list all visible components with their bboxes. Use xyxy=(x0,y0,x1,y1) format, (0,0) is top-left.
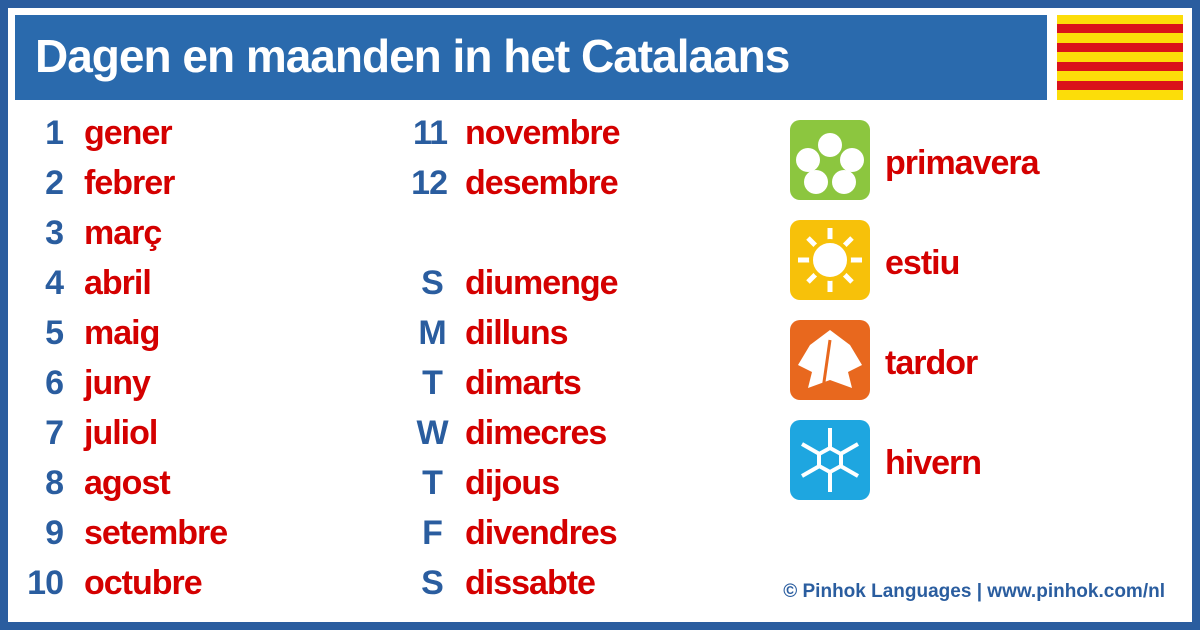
month-name: octubre xyxy=(84,564,202,602)
month-number: 11 xyxy=(413,114,447,152)
leaf xyxy=(798,330,862,388)
flower-center xyxy=(825,159,835,169)
day-letter: T xyxy=(422,364,443,402)
day-letter: W xyxy=(416,414,449,452)
snowflake-core xyxy=(817,445,843,475)
day-name: dimecres xyxy=(465,414,606,452)
month-number: 8 xyxy=(45,464,63,502)
season-name: tardor xyxy=(885,344,978,382)
season-name: estiu xyxy=(885,244,959,282)
day-name: dimarts xyxy=(465,364,581,402)
month-number: 5 xyxy=(45,314,63,352)
leaf-vein xyxy=(820,339,832,397)
month-number: 9 xyxy=(45,514,63,552)
month-name: juny xyxy=(83,364,151,402)
month-name: maig xyxy=(84,314,159,352)
day-name: dissabte xyxy=(465,564,595,602)
day-name: divendres xyxy=(465,514,617,552)
month-number: 3 xyxy=(45,214,63,252)
day-letter: S xyxy=(421,264,443,302)
month-number: 4 xyxy=(45,264,64,302)
day-letter: M xyxy=(418,314,445,352)
month-name: gener xyxy=(84,114,172,152)
flag-stripe xyxy=(1057,24,1183,33)
month-name: desembre xyxy=(465,164,618,202)
month-name: febrer xyxy=(84,164,175,202)
month-number: 6 xyxy=(45,364,63,402)
title: Dagen en maanden in het Catalaans xyxy=(35,30,789,82)
flower xyxy=(796,133,864,194)
month-name: setembre xyxy=(84,514,227,552)
icon-winter xyxy=(790,420,870,500)
month-name: agost xyxy=(84,464,170,502)
flag-stripe xyxy=(1057,62,1183,71)
month-number: 12 xyxy=(411,164,447,202)
month-name: novembre xyxy=(465,114,620,152)
month-name: març xyxy=(84,214,161,252)
season-name: primavera xyxy=(885,144,1041,182)
day-name: dijous xyxy=(465,464,559,502)
flag-stripe xyxy=(1057,81,1183,90)
day-letter: S xyxy=(421,564,443,602)
flag xyxy=(1057,15,1183,100)
month-number: 2 xyxy=(45,164,63,202)
day-letter: F xyxy=(422,514,442,552)
month-name: abril xyxy=(84,264,151,302)
sun xyxy=(809,239,851,281)
month-number: 7 xyxy=(45,414,63,452)
flag-stripe xyxy=(1057,43,1183,52)
month-number: 1 xyxy=(45,114,63,152)
day-name: diumenge xyxy=(465,264,618,302)
icon-autumn xyxy=(790,320,870,400)
footer: © Pinhok Languages | www.pinhok.com/nl xyxy=(783,581,1165,602)
background xyxy=(8,8,1192,622)
icon-summer xyxy=(790,220,870,300)
title-bar xyxy=(15,15,1047,100)
day-letter: T xyxy=(422,464,443,502)
season-name: hivern xyxy=(885,444,981,482)
month-number: 10 xyxy=(27,564,63,602)
month-name: juliol xyxy=(83,414,157,452)
day-name: dilluns xyxy=(465,314,568,352)
icon-spring xyxy=(790,120,870,200)
